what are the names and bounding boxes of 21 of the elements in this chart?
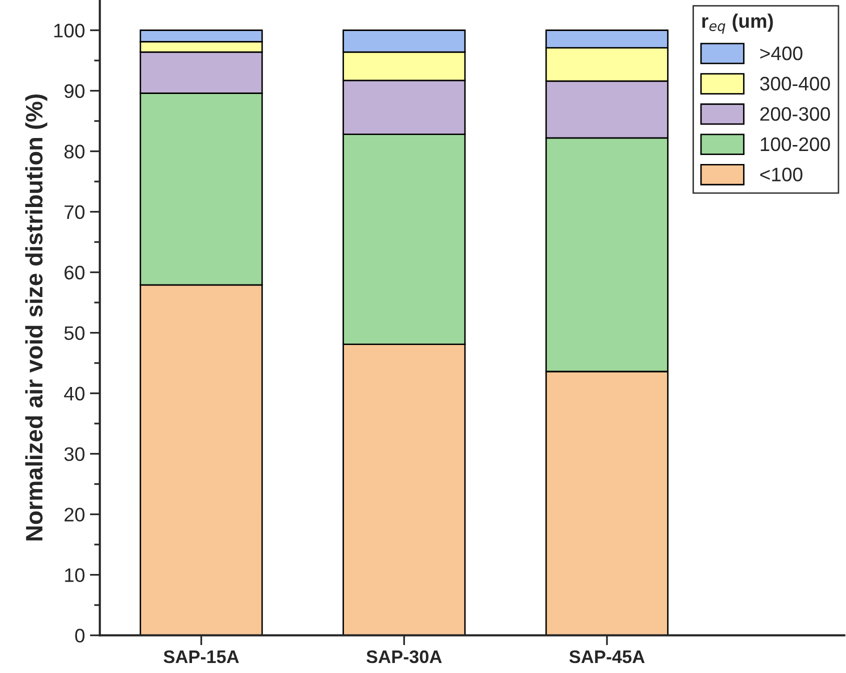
legend-label: 100-200 xyxy=(760,137,830,152)
y-tick-label: 60 xyxy=(64,266,84,280)
legend-label: >400 xyxy=(760,46,802,60)
y-tick-label: 70 xyxy=(64,205,84,220)
y-tick-label: 80 xyxy=(64,144,84,158)
y-tick-label: 90 xyxy=(64,84,84,98)
x-tick-label: SAP-15A xyxy=(164,650,239,664)
legend-label: 300-400 xyxy=(760,76,830,91)
legend-title: r$_{eq}$ (um) xyxy=(702,14,773,34)
x-tick-label: SAP-45A xyxy=(569,650,645,664)
y-tick-label: 100 xyxy=(54,24,84,38)
legend-label: 200-300 xyxy=(760,107,830,121)
legend-label: <100 xyxy=(760,168,802,182)
y-tick-label: 20 xyxy=(64,508,84,522)
y-tick-label: 50 xyxy=(64,326,84,340)
x-tick-label: SAP-30A xyxy=(366,650,442,664)
y-tick-label: 10 xyxy=(65,568,84,582)
y-axis-title: Normalized air void size distribution (%) xyxy=(25,94,48,540)
y-tick-label: 0 xyxy=(75,628,84,643)
y-tick-label: 40 xyxy=(64,386,84,401)
y-tick-label: 30 xyxy=(64,447,84,462)
